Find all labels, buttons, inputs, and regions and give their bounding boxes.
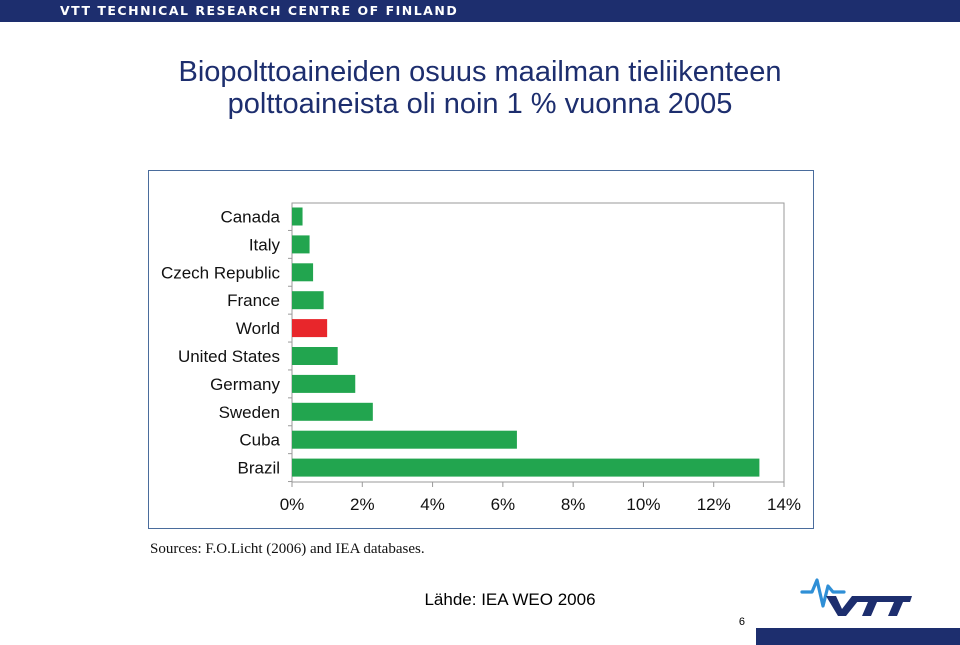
slide-title-line-1: Biopolttoaineiden osuus maailman tieliik…: [178, 56, 782, 88]
bar-cuba: [292, 430, 517, 449]
bar-brazil: [292, 458, 760, 477]
x-tick-label: 8%: [561, 495, 586, 514]
bar-sweden: [292, 402, 373, 421]
category-label: Czech Republic: [161, 263, 281, 282]
category-label: Cuba: [239, 431, 280, 450]
category-label: World: [236, 319, 280, 338]
page-number: 6: [738, 616, 745, 628]
x-tick-label: 12%: [697, 495, 731, 514]
bar-germany: [292, 374, 356, 393]
logo-wave-icon: [800, 578, 846, 608]
category-label: Brazil: [237, 459, 280, 478]
bar-italy: [292, 235, 310, 254]
chart-frame: Canada Italy Czech Republic France World Unit…: [148, 170, 814, 529]
x-tick-label: 2%: [350, 495, 375, 514]
bar-chart: Canada Italy Czech Republic France World Unit…: [161, 202, 801, 514]
category-label: Italy: [249, 235, 281, 254]
org-name: VTT TECHNICAL RESEARCH CENTRE OF FINLAND: [60, 3, 459, 18]
logo-lettering: [826, 596, 912, 616]
category-label: Canada: [220, 208, 280, 227]
slide-title: Biopolttoaineiden osuus maailman tieliik…: [100, 56, 860, 120]
x-tick-label: 14%: [767, 495, 801, 514]
category-label: France: [227, 291, 280, 310]
category-label: Germany: [210, 375, 280, 394]
bar-united-states: [292, 347, 338, 365]
footer-band: [756, 628, 960, 645]
header-band: VTT TECHNICAL RESEARCH CENTRE OF FINLAND: [0, 0, 960, 22]
bar-world: [292, 319, 328, 338]
slide-title-line-2: polttoaineista oli noin 1 % vuonna 2005: [227, 88, 733, 120]
category-label: United States: [178, 347, 280, 366]
x-tick-label: 6%: [491, 495, 516, 514]
vtt-logo: [800, 578, 912, 616]
bar-france: [292, 291, 324, 310]
sources-note: Sources: F.O.Licht (2006) and IEA databa…: [150, 541, 425, 557]
x-tick-label: 10%: [626, 495, 660, 514]
source-label: Lähde: IEA WEO 2006: [424, 590, 596, 609]
x-tick-label: 0%: [280, 495, 305, 514]
bar-czech-republic: [292, 263, 314, 282]
category-label: Sweden: [219, 403, 280, 422]
bar-canada: [292, 207, 303, 226]
x-tick-label: 4%: [420, 495, 445, 514]
